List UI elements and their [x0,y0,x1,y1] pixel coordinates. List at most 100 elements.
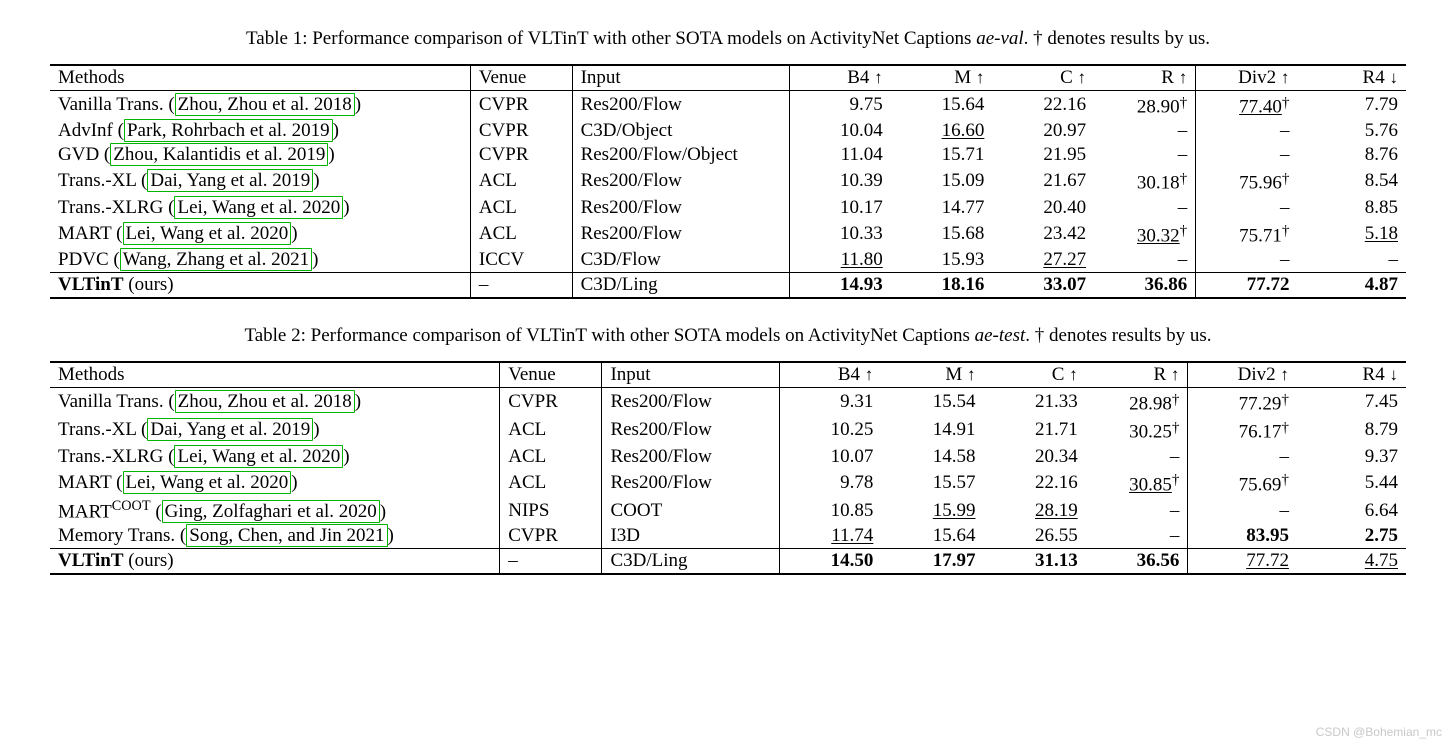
cell-method: GVD (Zhou, Kalantidis et al. 2019) [50,143,470,167]
cell-metric: 9.78 [779,469,881,497]
table-row: Trans.-XLRG (Lei, Wang et al. 2020)ACLRe… [50,445,1406,469]
cell-metric: 36.56 [1086,549,1188,575]
citation[interactable]: Lei, Wang et al. 2020 [174,445,343,468]
table-row: Trans.-XLRG (Lei, Wang et al. 2020)ACLRe… [50,196,1406,220]
cell-metric: – [1196,143,1298,167]
col-Venue: Venue [470,65,572,91]
watermark: CSDN @Bohemian_mc [1316,725,1442,739]
cell-venue: ICCV [470,248,572,273]
cell-metric: 21.71 [984,416,1086,444]
cell-method: PDVC (Wang, Zhang et al. 2021) [50,248,470,273]
cell-metric: 15.09 [891,167,993,195]
cell-metric: 15.68 [891,220,993,248]
cell-method: MARTCOOT (Ging, Zolfaghari et al. 2020) [50,497,500,524]
cell-metric: 20.34 [984,445,1086,469]
table-row: MART (Lei, Wang et al. 2020)ACLRes200/Fl… [50,469,1406,497]
cell-metric: 10.39 [789,167,891,195]
table-row: Vanilla Trans. (Zhou, Zhou et al. 2018)C… [50,387,1406,416]
cell-venue: CVPR [470,119,572,143]
cell-method: Vanilla Trans. (Zhou, Zhou et al. 2018) [50,91,470,120]
cell-metric: 17.97 [881,549,983,575]
citation[interactable]: Dai, Yang et al. 2019 [147,169,313,192]
cell-metric: 14.50 [779,549,881,575]
cell-metric: 14.77 [891,196,993,220]
cell-venue: CVPR [470,91,572,120]
cell-venue: NIPS [500,497,602,524]
cell-input: C3D/Ling [602,549,779,575]
citation[interactable]: Wang, Zhang et al. 2021 [120,248,312,271]
citation[interactable]: Park, Rohrbach et al. 2019 [124,119,333,142]
cell-metric: 75.96† [1196,167,1298,195]
table-header-row: MethodsVenueInputB4 ↑M ↑C ↑R ↑Div2 ↑R4 ↓ [50,362,1406,388]
cell-metric: – [1086,497,1188,524]
cell-metric: 14.58 [881,445,983,469]
citation[interactable]: Zhou, Kalantidis et al. 2019 [110,143,328,166]
cell-metric: 15.99 [881,497,983,524]
cell-venue: ACL [500,416,602,444]
cell-metric: 16.60 [891,119,993,143]
citation[interactable]: Ging, Zolfaghari et al. 2020 [162,500,380,523]
cell-metric: 20.97 [992,119,1094,143]
cell-method: Trans.-XL (Dai, Yang et al. 2019) [50,167,470,195]
results-table: MethodsVenueInputB4 ↑M ↑C ↑R ↑Div2 ↑R4 ↓… [50,361,1406,575]
table-row: PDVC (Wang, Zhang et al. 2021)ICCVC3D/Fl… [50,248,1406,273]
cell-metric: 11.74 [779,524,881,549]
cell-metric: 23.42 [992,220,1094,248]
cell-input: Res200/Flow [602,445,779,469]
cell-metric: 15.64 [891,91,993,120]
cell-venue: ACL [470,220,572,248]
col-Input: Input [572,65,789,91]
cell-metric: 5.18 [1297,220,1406,248]
col-M: M ↑ [881,362,983,388]
table-row: AdvInf (Park, Rohrbach et al. 2019)CVPRC… [50,119,1406,143]
citation[interactable]: Lei, Wang et al. 2020 [123,222,292,245]
cell-metric: 83.95 [1188,524,1297,549]
col-C: C ↑ [992,65,1094,91]
cell-metric: 14.91 [881,416,983,444]
cell-metric: – [1196,119,1298,143]
col-Div2: Div2 ↑ [1196,65,1298,91]
cell-metric: – [1086,445,1188,469]
table-row-ours: VLTinT (ours)–C3D/Ling14.5017.9731.1336.… [50,549,1406,575]
cell-metric: 11.04 [789,143,891,167]
col-Div2: Div2 ↑ [1188,362,1297,388]
cell-metric: 8.76 [1297,143,1406,167]
cell-metric: 11.80 [789,248,891,273]
cell-metric: 20.40 [992,196,1094,220]
table-header-row: MethodsVenueInputB4 ↑M ↑C ↑R ↑Div2 ↑R4 ↓ [50,65,1406,91]
cell-metric: 22.16 [984,469,1086,497]
table-row: Trans.-XL (Dai, Yang et al. 2019)ACLRes2… [50,167,1406,195]
cell-metric: – [1297,248,1406,273]
citation[interactable]: Dai, Yang et al. 2019 [147,418,313,441]
citation[interactable]: Zhou, Zhou et al. 2018 [175,390,355,413]
col-Methods: Methods [50,65,470,91]
cell-venue: – [470,272,572,298]
citation[interactable]: Zhou, Zhou et al. 2018 [175,93,355,116]
cell-metric: – [1196,248,1298,273]
cell-metric: 9.31 [779,387,881,416]
col-B4: B4 ↑ [779,362,881,388]
cell-metric: 4.87 [1297,272,1406,298]
cell-venue: ACL [470,167,572,195]
cell-metric: 28.90† [1094,91,1196,120]
table-caption: Table 1: Performance comparison of VLTin… [50,28,1406,50]
citation[interactable]: Lei, Wang et al. 2020 [174,196,343,219]
table-row: Vanilla Trans. (Zhou, Zhou et al. 2018)C… [50,91,1406,120]
cell-metric: 15.54 [881,387,983,416]
citation[interactable]: Song, Chen, and Jin 2021 [186,524,387,547]
cell-metric: 26.55 [984,524,1086,549]
col-R4: R4 ↓ [1297,65,1406,91]
cell-method: VLTinT (ours) [50,272,470,298]
cell-metric: 76.17† [1188,416,1297,444]
citation[interactable]: Lei, Wang et al. 2020 [123,471,292,494]
cell-metric: 22.16 [992,91,1094,120]
cell-method: AdvInf (Park, Rohrbach et al. 2019) [50,119,470,143]
cell-input: Res200/Flow [602,416,779,444]
cell-venue: ACL [500,445,602,469]
col-C: C ↑ [984,362,1086,388]
col-B4: B4 ↑ [789,65,891,91]
table-caption: Table 2: Performance comparison of VLTin… [50,325,1406,347]
table-block-0: Table 1: Performance comparison of VLTin… [50,28,1406,299]
cell-metric: 15.64 [881,524,983,549]
cell-metric: – [1188,497,1297,524]
